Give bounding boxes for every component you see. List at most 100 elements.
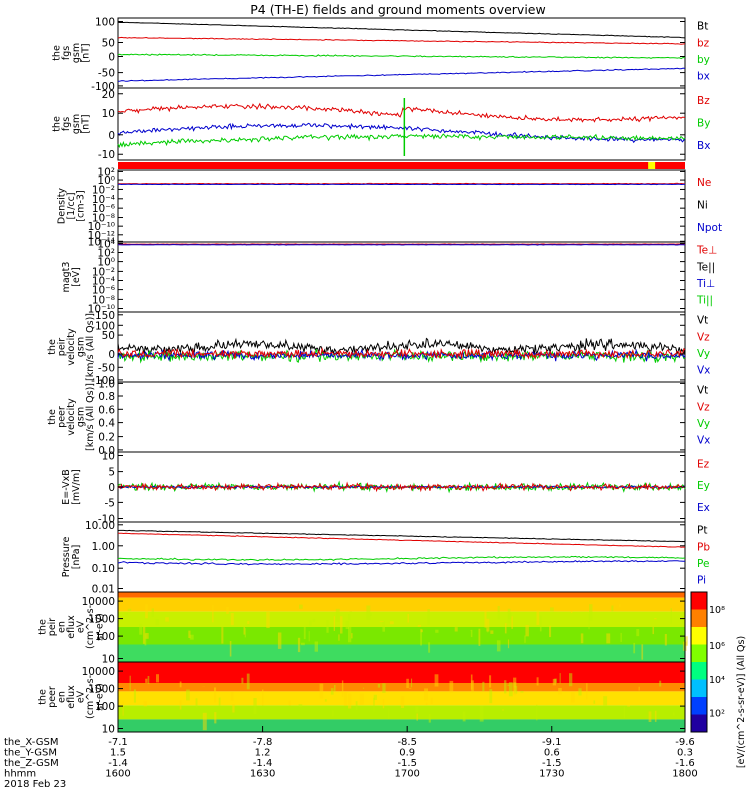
Pt-trace	[117, 529, 686, 543]
y-axis-label-line: [km/s (All Qs)]	[85, 383, 96, 451]
spectrogram-band	[118, 627, 685, 645]
spectrogram-band	[118, 611, 685, 627]
spectrogram-texture	[623, 706, 625, 719]
spectrogram-texture	[672, 712, 675, 716]
x-row-value: 1.5	[110, 748, 126, 759]
Vz-trace	[117, 346, 686, 361]
by-trace	[117, 53, 686, 60]
y-tick-label: 10⁻⁶	[92, 285, 115, 297]
quality-flag-bar	[118, 162, 685, 169]
spectrogram-texture	[212, 605, 214, 623]
spectrogram-texture	[301, 642, 305, 646]
y-tick-label: 10	[102, 451, 115, 463]
spectrogram-texture	[427, 609, 430, 625]
y-axis-label-line: Pressure	[61, 537, 72, 578]
y-tick-label: 10⁻⁴	[92, 276, 115, 288]
spectrogram-texture	[571, 692, 575, 703]
Pb-trace	[118, 532, 686, 548]
spectrogram-texture	[549, 625, 552, 638]
Pe-trace	[117, 555, 686, 562]
spectrogram-texture	[373, 697, 375, 712]
spectrogram-texture	[417, 624, 421, 627]
spectrogram-texture	[484, 610, 487, 628]
spectrogram-texture	[156, 674, 159, 683]
y-axis-label-line: the	[52, 116, 63, 132]
spectrogram-texture	[425, 702, 428, 705]
y-axis-label-line: E=-VxB	[61, 469, 72, 504]
x-row-value: -7.1	[108, 737, 128, 748]
y-tick-label: 10⁻²	[92, 266, 115, 278]
spectrogram-texture	[654, 710, 657, 722]
spectrogram-texture	[277, 632, 282, 649]
spectrogram-texture	[507, 684, 510, 686]
x-row-name: hhmm	[4, 769, 36, 780]
spectrogram-texture	[133, 689, 136, 703]
y-axis-label-line: en	[57, 621, 68, 633]
spectrogram-texture	[348, 626, 352, 643]
panel-pressure: 10.00 1.00 0.10 0.01 Pressure[nPa] Pt Pb Pe Pi	[61, 520, 710, 596]
spectrogram-texture	[333, 616, 335, 631]
spectrogram-texture	[314, 641, 318, 652]
spectrogram-texture	[145, 604, 148, 619]
spectrogram-texture	[202, 712, 207, 731]
y-axis-label-line: [km/s (All Qs)]	[85, 313, 96, 381]
spectrogram-texture	[411, 678, 413, 688]
spectrogram-texture	[345, 621, 349, 630]
bz-trace	[117, 36, 686, 45]
legend-Pi: Pi	[697, 575, 706, 587]
x-row-value: 1630	[250, 769, 275, 780]
x-row-value: -1.4	[108, 758, 128, 769]
y-tick-label: 1.0	[98, 378, 115, 390]
y-tick-label: 10000	[82, 666, 115, 678]
y-axis-label-line: gsm	[71, 43, 82, 63]
spectrogram-texture	[536, 704, 538, 721]
legend-Ne: Ne	[697, 177, 711, 189]
spectrogram-texture	[299, 604, 303, 609]
y-tick-label: -10	[98, 514, 115, 526]
x-row-value: -8.5	[397, 737, 417, 748]
x-row-value: -7.8	[253, 737, 273, 748]
spectrogram-texture	[648, 711, 652, 722]
spectrogram-texture	[308, 631, 310, 642]
y-tick-label: 0	[108, 349, 115, 361]
spectrogram-texture	[636, 629, 640, 637]
spectrogram-texture	[151, 608, 154, 617]
y-tick-label: 10⁻¹⁰	[88, 304, 115, 316]
y-axis-label-line: sr-eV)	[95, 683, 106, 711]
spectrogram-texture	[430, 697, 433, 704]
spectrogram-texture	[359, 693, 364, 705]
spectrogram-texture	[606, 633, 611, 644]
spectrogram-texture	[550, 607, 554, 612]
spectrogram-texture	[230, 613, 234, 626]
colorbar-segment	[691, 714, 707, 733]
spectrogram-texture	[524, 635, 526, 643]
spectrogram-texture	[335, 608, 340, 622]
x-row-value: 1600	[105, 769, 130, 780]
colorbar-segment	[691, 679, 707, 698]
panel-peir-spec: 10000 1000 100 10 thepeirenefluxeV(cm^2-s-sr…	[38, 591, 688, 666]
spectrogram-band	[118, 592, 685, 598]
y-tick-label: 10	[102, 108, 115, 120]
spectrogram-texture	[388, 708, 390, 720]
bx-trace	[117, 67, 686, 82]
y-axis-label-line: eflux	[66, 615, 77, 639]
legend-Ti⊥: Ti⊥	[696, 278, 715, 290]
panel-density: 10²10⁰10⁻²10⁻⁴10⁻⁶10⁻⁸10⁻¹⁰10⁻¹²10⁻¹⁴Den…	[57, 166, 723, 248]
quality-flag-marker	[648, 162, 656, 169]
spectrogram-texture	[389, 621, 394, 625]
y-tick-label: 10.00	[85, 520, 115, 532]
spectrogram-texture	[324, 699, 327, 702]
spectrogram-texture	[478, 628, 481, 646]
spectrogram-texture	[580, 633, 584, 644]
y-axis-label-line: the	[47, 339, 58, 355]
spectrogram-texture	[558, 688, 562, 695]
legend-Bz: Bz	[697, 95, 710, 107]
spectrogram-texture	[127, 608, 132, 611]
spectrogram-texture	[363, 687, 365, 689]
x-row-name: the_Y-GSM	[4, 748, 57, 759]
